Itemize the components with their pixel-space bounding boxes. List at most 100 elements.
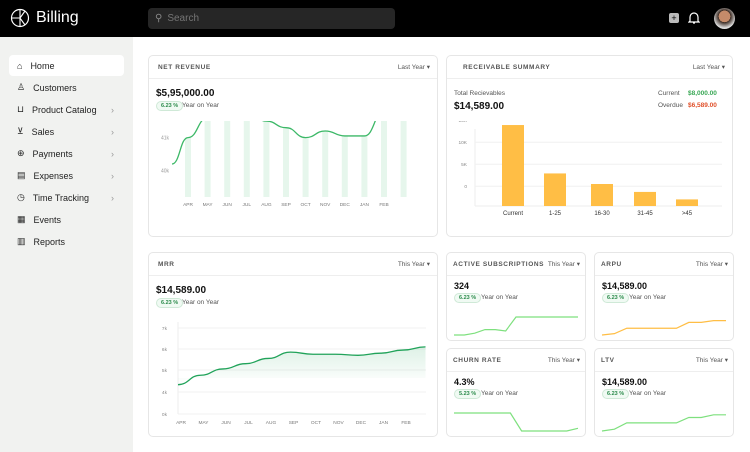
bar (381, 121, 387, 197)
bar (283, 127, 289, 197)
sidebar-item-payments[interactable]: ⊕ Payments › (9, 143, 124, 164)
x-tick-label: AUG (261, 202, 272, 208)
y-tick-label: 0 (464, 184, 467, 190)
search-icon: ⚲ (155, 13, 163, 24)
sidebar-item-label: Time Tracking (32, 192, 90, 203)
sidebar-item-events[interactable]: ▦ Events (9, 209, 124, 230)
sparkline-chart (601, 414, 726, 432)
chevron-right-icon: › (111, 148, 114, 159)
x-tick-label: Current (503, 211, 523, 217)
y-tick-label: 40k (161, 169, 170, 175)
x-tick-label: >45 (682, 211, 693, 217)
y-tick-label: 4k (162, 390, 168, 396)
x-tick-label: JAN (360, 202, 370, 208)
card-title: RECEIVABLE SUMMARY (463, 63, 551, 71)
x-tick-label: AUG (266, 420, 277, 426)
stopwatch-icon: ◷ (17, 192, 25, 202)
bar (341, 135, 348, 197)
growth-badge: 5.23 % (454, 389, 482, 399)
card-title: NET REVENUE (158, 63, 211, 71)
sidebar-item-expenses[interactable]: ▤ Expenses › (9, 165, 124, 186)
card-title: LTV (601, 356, 615, 364)
y-tick-label: 0k (162, 412, 168, 418)
x-tick-label: JAN (379, 420, 389, 426)
x-tick-label: 1-25 (549, 211, 562, 217)
net-revenue-value: $5,95,000.00 (156, 88, 215, 99)
growth-badge: 6.23 % (156, 101, 184, 111)
sidebar-item-label: Events (33, 214, 62, 225)
metric-value: $14,589.00 (602, 281, 648, 291)
sidebar-item-reports[interactable]: ▥ Reports (9, 231, 124, 252)
sidebar-item-label: Customers (33, 82, 77, 93)
period-dropdown[interactable]: This Year ▾ (397, 261, 430, 268)
sidebar-item-time-tracking[interactable]: ◷ Time Tracking › (9, 187, 124, 208)
yoy-label: Year on Year (182, 102, 219, 109)
card-title: CHURN RATE (453, 356, 502, 364)
sparkline (454, 412, 579, 432)
bar (263, 121, 270, 197)
total-label: Total Recievables (454, 90, 505, 97)
overdue-value: $6,589.00 (688, 102, 717, 109)
growth-badge: 6.23 % (602, 293, 630, 303)
mrr-card: MRR This Year ▾ $14,589.00 6.23 % Year on… (148, 252, 438, 437)
bar (400, 121, 407, 197)
x-tick-label: NOV (320, 202, 331, 208)
x-tick-label: MAY (198, 420, 209, 426)
x-tick-label: 31-45 (637, 211, 653, 217)
home-icon: ⌂ (17, 60, 23, 71)
card-title: ACTIVE SUBSCRIPTIONS (453, 260, 545, 268)
payment-icon: ⊕ (17, 148, 25, 158)
bar-Current (502, 125, 524, 206)
churn-card: CHURN RATE This Year ▾ 4.3% 5.23 % Year o… (446, 348, 586, 437)
yoy-label: Year on Year (629, 294, 666, 301)
sparkline (454, 316, 578, 336)
app-logo[interactable]: Billing (10, 8, 79, 28)
yoy-label: Year on Year (182, 299, 219, 306)
x-tick-label: JUN (221, 420, 231, 426)
sparkline-chart (601, 320, 726, 336)
sparkline-chart (454, 316, 578, 336)
calendar-icon: ▦ (17, 214, 26, 224)
period-dropdown[interactable]: This Year ▾ (547, 261, 580, 268)
period-dropdown[interactable]: Last Year ▾ (397, 64, 430, 71)
period-dropdown[interactable]: Last Year ▾ (692, 64, 725, 71)
period-dropdown[interactable]: This Year ▾ (695, 261, 728, 268)
bell-icon[interactable] (688, 11, 700, 25)
search-bar[interactable]: ⚲ (148, 8, 395, 29)
x-tick-label: SEP (281, 202, 291, 208)
sidebar-item-product-catalog[interactable]: ⊔ Product Catalog › (9, 99, 124, 120)
receivable-summary-card: RECEIVABLE SUMMARY Last Year ▾ Total Reci… (446, 55, 733, 237)
sidebar-item-customers[interactable]: ♙ Customers (9, 77, 124, 98)
plus-icon[interactable]: + (669, 13, 679, 23)
growth-badge: 6.23 % (454, 293, 482, 303)
mrr-chart: 7k 6k 5k 4k 0k APR MAY JUN JUL AUG SEP OCT NOV DEC JAN… (162, 322, 426, 426)
bar (322, 131, 329, 197)
sidebar-item-label: Home (30, 60, 55, 71)
y-tick-label: 7k (162, 326, 168, 332)
mrr-area (178, 346, 426, 385)
search-input[interactable] (167, 13, 368, 24)
sidebar-item-sales[interactable]: ⊻ Sales › (9, 121, 124, 142)
sidebar-item-home[interactable]: ⌂ Home (9, 55, 124, 76)
sidebar-item-label: Reports (33, 236, 66, 247)
x-tick-label: OCT (301, 202, 311, 208)
ltv-card: LTV This Year ▾ $14,589.00 6.23 % Year on… (594, 348, 734, 437)
bar->45 (676, 199, 698, 206)
yoy-label: Year on Year (481, 294, 518, 301)
chevron-right-icon: › (111, 126, 114, 137)
metric-value: $14,589.00 (602, 377, 648, 387)
bar (185, 137, 191, 197)
y-tick-label: 15K (458, 121, 467, 124)
net-revenue-card: NET REVENUE Last Year ▾ $5,95,000.00 6.23… (148, 55, 438, 237)
bar (204, 121, 211, 197)
y-tick-label: 41k (161, 136, 170, 142)
period-dropdown[interactable]: This Year ▾ (547, 357, 580, 364)
bar (243, 121, 250, 197)
bar (361, 135, 368, 197)
chevron-right-icon: › (111, 104, 114, 115)
avatar[interactable] (714, 8, 735, 29)
sidebar: ⌂ Home ♙ Customers ⊔ Product Catalog › ⊻ Sales › ⊕… (0, 37, 133, 452)
chevron-right-icon: › (111, 192, 114, 203)
period-dropdown[interactable]: This Year ▾ (695, 357, 728, 364)
x-tick-label: JUL (243, 202, 252, 208)
